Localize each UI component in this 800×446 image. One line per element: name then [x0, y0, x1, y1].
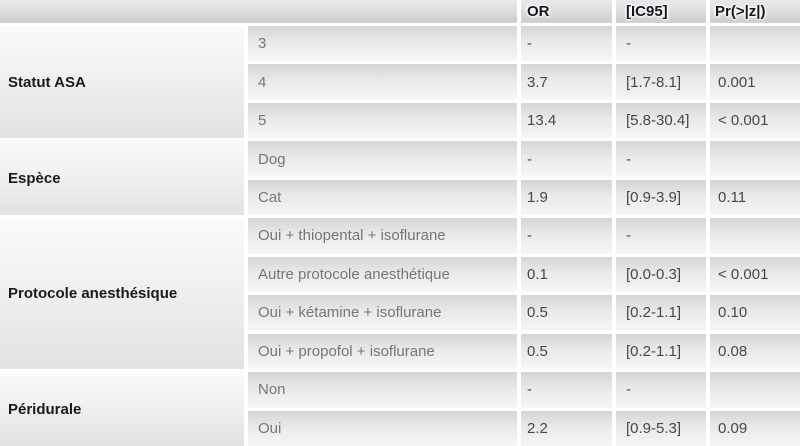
ic95-cell: - [616, 26, 706, 62]
subcategory-cell: Oui + kétamine + isoflurane [248, 295, 517, 331]
subcategory-cell: Oui [248, 410, 517, 446]
category-peridurale: Péridurale [0, 372, 244, 446]
pr-cell: < 0.001 [710, 102, 800, 139]
pr-cell [710, 372, 800, 408]
or-cell: - [521, 372, 612, 408]
header-or: OR [521, 0, 612, 23]
ic95-cell: - [616, 141, 706, 177]
pr-cell: 0.001 [710, 64, 800, 100]
ic95-cell: [0.9-3.9] [616, 179, 706, 216]
subcategory-cell: 5 [248, 102, 517, 139]
ic95-cell: [0.0-0.3] [616, 256, 706, 293]
subcategory-cell: Dog [248, 141, 517, 177]
category-statut-asa: Statut ASA [0, 26, 244, 139]
subcategory-cell: 4 [248, 64, 517, 100]
subcategory-cell: Oui + propofol + isoflurane [248, 333, 517, 370]
or-cell: - [521, 141, 612, 177]
or-cell: 1.9 [521, 179, 612, 216]
ic95-cell: [1.7-8.1] [616, 64, 706, 100]
subcategory-cell: 3 [248, 26, 517, 62]
category-espece: Espèce [0, 141, 244, 216]
or-cell: 0.1 [521, 256, 612, 293]
subcategory-cell: Non [248, 372, 517, 408]
or-cell: 13.4 [521, 102, 612, 139]
or-cell: - [521, 26, 612, 62]
ic95-cell: [0.2-1.1] [616, 333, 706, 370]
or-cell: 2.2 [521, 410, 612, 446]
pr-cell: < 0.001 [710, 256, 800, 293]
ic95-cell: - [616, 372, 706, 408]
subcategory-cell: Autre protocole anesthétique [248, 256, 517, 293]
ic95-cell: [0.9-5.3] [616, 410, 706, 446]
category-protocole-anesthesique: Protocole anesthésique [0, 218, 244, 370]
pr-cell: 0.11 [710, 179, 800, 216]
subcategory-cell: Oui + thiopental + isoflurane [248, 218, 517, 254]
or-cell: 0.5 [521, 295, 612, 331]
or-cell: 0.5 [521, 333, 612, 370]
pr-cell: 0.08 [710, 333, 800, 370]
pr-cell: 0.09 [710, 410, 800, 446]
header-ic95: [IC95] [616, 0, 706, 23]
or-cell: 3.7 [521, 64, 612, 100]
ic95-cell: [5.8-30.4] [616, 102, 706, 139]
header-blank [0, 0, 517, 23]
subcategory-cell: Cat [248, 179, 517, 216]
or-cell: - [521, 218, 612, 254]
pr-cell [710, 26, 800, 62]
header-pr: Pr(>|z|) [710, 0, 800, 23]
pr-cell [710, 141, 800, 177]
pr-cell: 0.10 [710, 295, 800, 331]
ic95-cell: - [616, 218, 706, 254]
pr-cell [710, 218, 800, 254]
ic95-cell: [0.2-1.1] [616, 295, 706, 331]
